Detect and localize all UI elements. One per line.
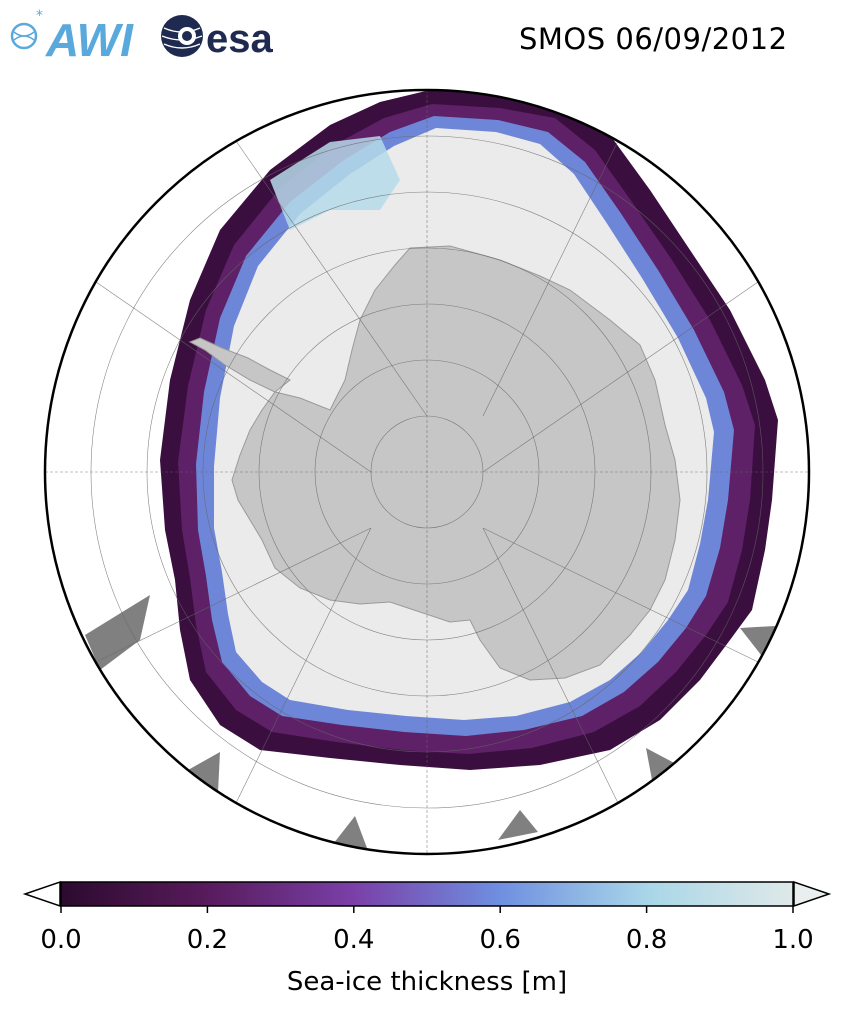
colorbar: 0.0 0.2 0.4 0.6 0.8 1.0 Sea-ice thicknes… <box>22 880 832 997</box>
colorbar-ticks <box>60 906 794 913</box>
antarctic-peninsula <box>188 337 291 393</box>
colorbar-tick-label: 0.4 <box>333 925 374 955</box>
awi-logo: * AWI <box>10 8 134 64</box>
awi-logo-text: AWI <box>45 14 134 64</box>
colorbar-tick-label: 0.6 <box>480 925 521 955</box>
thick-ice-weddell <box>270 136 400 230</box>
map-boundary <box>43 88 811 856</box>
esa-logo: esa <box>161 15 273 61</box>
esa-logo-text: esa <box>206 17 273 61</box>
map-title: SMOS 06/09/2012 <box>519 22 788 56</box>
colorbar-label: Sea-ice thickness [m] <box>287 967 567 997</box>
colorbar-gradient <box>60 881 794 907</box>
logo-bar: * AWI esa <box>10 8 273 64</box>
colorbar-tick-label: 1.0 <box>772 925 813 955</box>
antarctica-land <box>231 245 681 681</box>
colorbar-extend-max <box>793 880 832 908</box>
colorbar-extend-min <box>22 880 61 908</box>
polar-map <box>43 88 811 856</box>
meridians <box>45 90 809 854</box>
colorbar-tick-label: 0.2 <box>187 925 228 955</box>
colorbar-tick-label: 0.8 <box>626 925 667 955</box>
colorbar-tick-label: 0.0 <box>40 925 81 955</box>
svg-text:*: * <box>36 8 43 24</box>
